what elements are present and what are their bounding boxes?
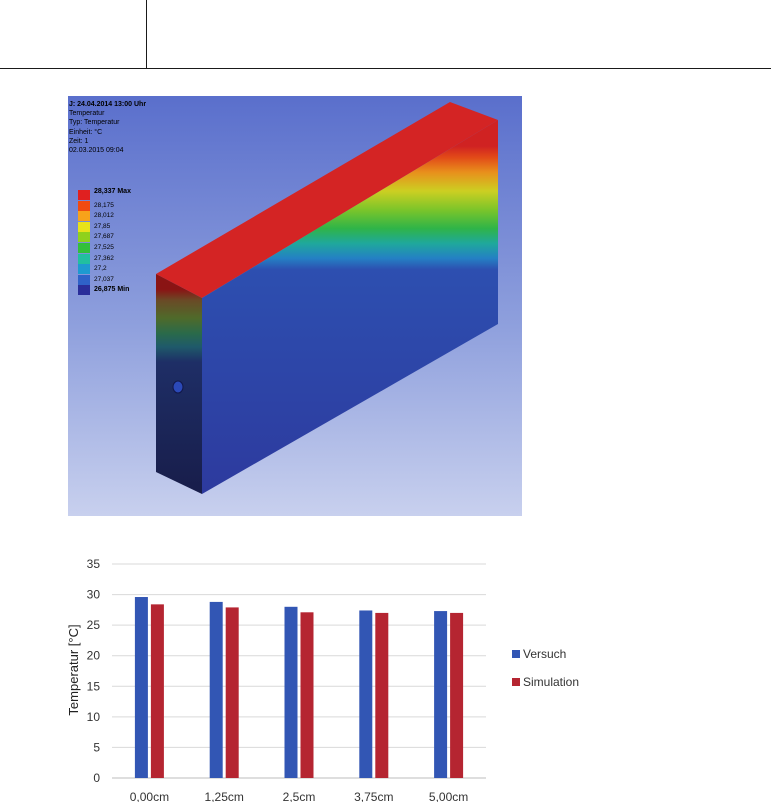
x-tick-label: 2,5cm <box>283 790 316 802</box>
legend-swatch <box>78 190 90 200</box>
bar-simulation <box>225 607 239 778</box>
y-axis-label: Temperatur [°C] <box>66 624 81 715</box>
chart-bars <box>134 597 464 778</box>
chart-grid <box>112 563 486 779</box>
legend-label: 28,337 Max <box>94 188 131 195</box>
legend-label: Simulation <box>523 675 579 689</box>
temperature-bar-chart: 0 5 10 15 20 25 30 35 0,00cm 1,25cm 2,5cm 3,75cm 5,… <box>66 557 579 802</box>
x-tick-label: 3,75cm <box>354 790 393 802</box>
x-tick-label: 1,25cm <box>205 790 244 802</box>
legend-label: 28,012 <box>94 212 114 220</box>
legend-swatch <box>78 285 90 296</box>
info-line: Einheit: °C <box>69 128 103 136</box>
y-tick-label: 5 <box>93 740 100 754</box>
legend-swatch <box>78 264 90 275</box>
legend-swatch <box>78 274 90 285</box>
info-line: J: 24.04.2014 13:00 Uhr <box>69 101 147 108</box>
header-divider-vertical <box>146 0 147 68</box>
bar-simulation <box>300 612 314 778</box>
x-tick-label: 0,00cm <box>130 790 169 802</box>
y-tick-label: 20 <box>87 649 101 663</box>
legend-label: 27,687 <box>94 233 114 241</box>
header-divider-horizontal <box>0 68 771 69</box>
bar-versuch <box>134 597 148 778</box>
block-front-face <box>202 120 498 494</box>
legend-label: Versuch <box>523 647 566 661</box>
legend-label: 27,85 <box>94 222 111 230</box>
legend-label: 27,037 <box>94 275 114 283</box>
bar-simulation <box>375 612 389 778</box>
y-tick-label: 10 <box>87 710 101 724</box>
info-line: Temperatur <box>69 110 105 118</box>
legend-swatch <box>512 650 520 658</box>
info-line: Typ: Temperatur <box>69 119 120 127</box>
simulation-panel: J: 24.04.2014 13:00 Uhr Temperatur Typ: Te… <box>68 96 522 516</box>
block-hole <box>172 380 184 394</box>
x-axis-ticks: 0,00cm 1,25cm 2,5cm 3,75cm 5,00cm <box>130 790 469 802</box>
y-axis-ticks: 0 5 10 15 20 25 30 35 <box>87 557 101 785</box>
y-tick-label: 30 <box>87 588 101 602</box>
chart-legend: Versuch Simulation <box>512 647 579 689</box>
info-line: Zeit: 1 <box>69 137 89 145</box>
simulation-info: J: 24.04.2014 13:00 Uhr Temperatur Typ: Te… <box>69 100 146 155</box>
temperature-block-render <box>156 102 498 494</box>
legend-swatch <box>78 211 90 222</box>
legend-swatch <box>512 678 520 686</box>
legend-swatch <box>78 200 90 211</box>
y-tick-label: 0 <box>93 771 100 785</box>
legend-swatch <box>78 221 90 232</box>
bar-versuch <box>209 601 223 778</box>
legend-label: 27,525 <box>94 244 114 251</box>
block-top-face <box>156 102 498 298</box>
y-tick-label: 25 <box>87 618 101 632</box>
legend-label: 26,875 Min <box>94 286 130 294</box>
bar-simulation <box>150 604 164 778</box>
x-tick-label: 5,00cm <box>429 790 468 802</box>
bar-versuch <box>359 610 373 778</box>
legend-swatch <box>78 243 90 253</box>
info-line: 02.03.2015 09:04 <box>69 147 124 155</box>
bar-simulation <box>450 612 464 778</box>
legend-swatch <box>78 253 90 264</box>
legend-swatch <box>78 232 90 243</box>
bar-versuch <box>284 606 298 778</box>
legend-label: 28,175 <box>94 201 114 209</box>
y-tick-label: 15 <box>87 679 101 693</box>
y-tick-label: 35 <box>87 557 101 571</box>
bar-versuch <box>434 611 448 778</box>
legend-label: 27,2 <box>94 265 107 273</box>
legend-label: 27,362 <box>94 254 114 262</box>
